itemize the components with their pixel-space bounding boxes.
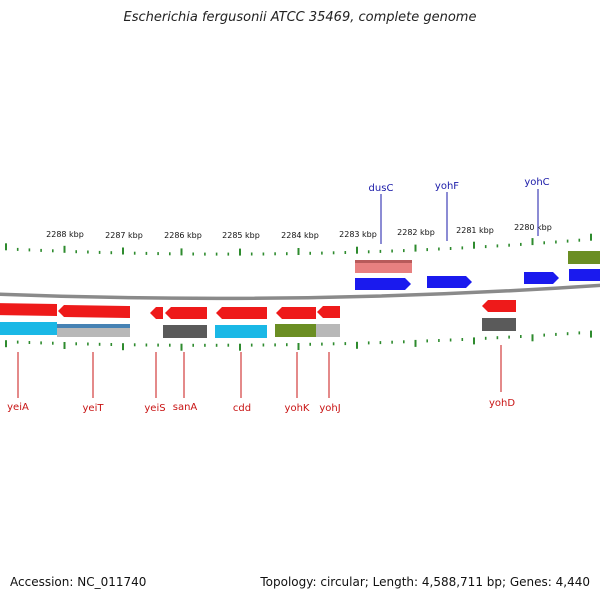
gene-label-yeiT[interactable]: yeiT: [83, 403, 105, 414]
gene-yeiT-arrow[interactable]: [58, 305, 130, 318]
category-box-yohJ[interactable]: [316, 324, 340, 337]
scale-label-2283: 2283 kbp: [339, 230, 377, 239]
category-box-sanA[interactable]: [163, 325, 207, 338]
gene-label-yeiA[interactable]: yeiA: [7, 402, 29, 413]
scale-label-2288: 2288 kbp: [46, 230, 84, 239]
gene-dusC-feature[interactable]: [355, 260, 412, 273]
gene-label-yohC[interactable]: yohC: [524, 177, 549, 188]
gene-yohJ-arrow[interactable]: [317, 306, 340, 318]
gene-label-yeiS[interactable]: yeiS: [144, 403, 165, 414]
topology-label: Topology: circular; Length: 4,588,711 bp…: [260, 575, 590, 589]
accession-label: Accession: NC_011740: [10, 575, 147, 589]
scale-label-2281: 2281 kbp: [456, 226, 494, 235]
scale-label-2280: 2280 kbp: [514, 223, 552, 232]
gene-sanA-arrow[interactable]: [165, 307, 207, 319]
scale-label-2282: 2282 kbp: [397, 228, 435, 237]
scale-label-2284: 2284 kbp: [281, 231, 319, 240]
forward-strand-genes: [355, 251, 600, 290]
reverse-strand-genes: [0, 300, 516, 319]
genome-backbone: [0, 283, 600, 301]
gene-yohK-arrow[interactable]: [276, 307, 316, 319]
scale-label-2285: 2285 kbp: [222, 231, 260, 240]
category-box-yeiA[interactable]: [0, 322, 57, 335]
gene-label-lines-above: [380, 189, 539, 244]
gene-dusC-arrow[interactable]: [355, 278, 411, 290]
gene-label-yohK[interactable]: yohK: [285, 403, 310, 414]
gene-cdd-arrow[interactable]: [216, 307, 267, 319]
functional-category-boxes: [0, 318, 516, 338]
gene-yeiS-arrow[interactable]: [150, 307, 163, 319]
scale-ticks-bottom: [5, 330, 592, 351]
gene-yeiA-arrow[interactable]: [0, 303, 57, 316]
gene-yohF-arrow[interactable]: [427, 276, 472, 288]
category-box-yohK[interactable]: [275, 324, 316, 337]
gene-label-yohF[interactable]: yohF: [435, 181, 459, 192]
gene-label-yohJ[interactable]: yohJ: [319, 403, 340, 414]
gene-edge-olive-feature[interactable]: [568, 251, 600, 264]
gene-label-dusC[interactable]: dusC: [369, 183, 394, 194]
scale-ticks-top: [5, 233, 592, 256]
gene-label-yohD[interactable]: yohD: [489, 398, 515, 409]
scale-label-2286: 2286 kbp: [164, 231, 202, 240]
gene-labels-above: dusC yohF yohC: [369, 177, 550, 194]
scale-label-2287: 2287 kbp: [105, 231, 143, 240]
category-box-yeiT-top: [57, 324, 130, 328]
gene-label-sanA[interactable]: sanA: [173, 402, 198, 413]
gene-yohD-arrow[interactable]: [482, 300, 516, 312]
genome-title: Escherichia fergusonii ATCC 35469, compl…: [123, 10, 477, 25]
scale-labels: 2288 kbp 2287 kbp 2286 kbp 2285 kbp 2284…: [46, 223, 552, 240]
gene-yohC-arrow[interactable]: [524, 272, 559, 284]
gene-label-lines-below: [17, 345, 502, 398]
category-box-yohD[interactable]: [482, 318, 516, 331]
category-box-cdd[interactable]: [215, 325, 267, 338]
gene-label-cdd[interactable]: cdd: [233, 403, 251, 414]
gene-edge-forward-arrow[interactable]: [569, 269, 600, 281]
gene-labels-below: yeiA yeiT yeiS sanA cdd yohK yohJ yohD: [7, 398, 515, 414]
